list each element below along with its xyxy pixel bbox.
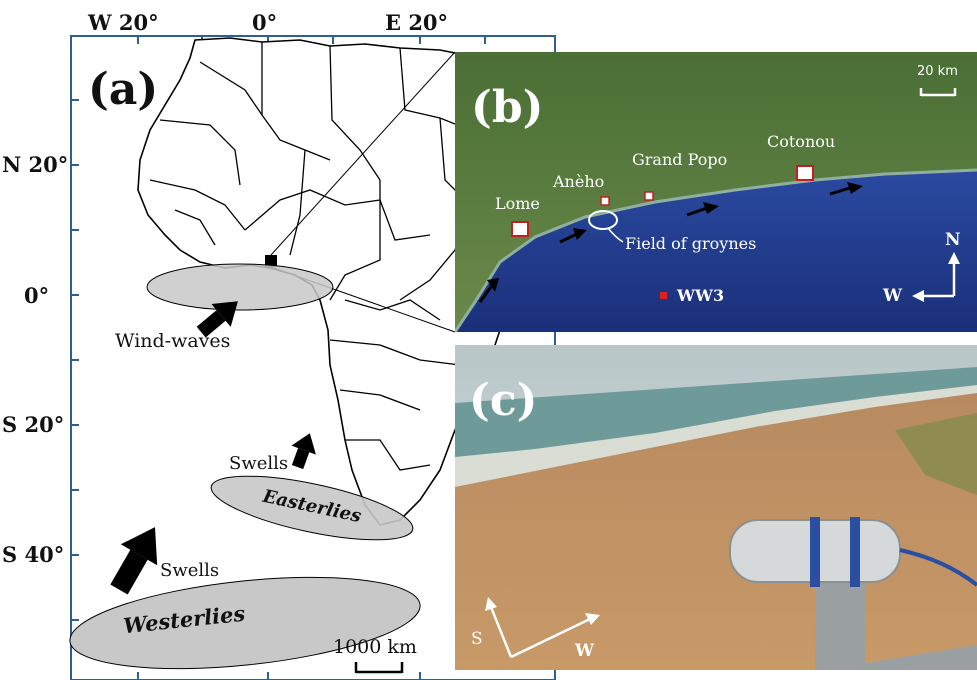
beach-photo-panel: (c) S W xyxy=(455,345,977,670)
panel-b-scale-label: 20 km xyxy=(917,64,958,79)
vegetation-strip xyxy=(895,413,977,495)
ocean-area xyxy=(455,170,977,332)
lat-label-s40: S 40° xyxy=(2,542,65,567)
swells-label-westerly: Swells xyxy=(160,560,220,581)
connector-line-top xyxy=(270,51,456,256)
lat-label-s20: S 20° xyxy=(2,412,65,437)
panel-c-compass xyxy=(485,597,600,659)
panel-b-scale-bar xyxy=(919,88,957,97)
lat-label-0: 0° xyxy=(24,283,50,308)
coast-satellite-panel: (b) 20 km Lome Anèho Grand Popo Cotonou … xyxy=(455,52,977,332)
city-aneho-label: Anèho xyxy=(553,172,605,191)
city-grand-popo-marker xyxy=(644,191,654,201)
compass-s-label: S xyxy=(471,629,483,649)
scale-bar-label: 1000 km xyxy=(333,636,417,658)
city-cotonou-label: Cotonou xyxy=(767,132,836,151)
swells-arrow-easterly xyxy=(291,433,316,470)
map-ticks xyxy=(71,36,486,680)
lon-label-w20: W 20° xyxy=(88,10,159,35)
groynes-field-ellipse xyxy=(588,210,618,230)
coast-satellite-image xyxy=(455,52,977,332)
study-site-marker xyxy=(265,255,277,267)
wind-waves-arrow xyxy=(196,301,238,338)
city-grand-popo-label: Grand Popo xyxy=(632,150,728,169)
wind-waves-region xyxy=(146,263,334,311)
city-lome-label: Lome xyxy=(495,194,540,213)
compass-w-label-c: W xyxy=(575,641,595,661)
panel-b-letter: (b) xyxy=(471,82,544,133)
city-lome-marker xyxy=(511,221,529,237)
compass-n-label: N xyxy=(945,230,961,250)
groynes-pointer xyxy=(607,227,624,243)
panel-c-letter: (c) xyxy=(469,375,538,426)
country-borders xyxy=(149,42,506,471)
scale-bar xyxy=(354,662,404,674)
panel-b-compass xyxy=(912,252,960,302)
city-cotonou-marker xyxy=(796,165,814,181)
surf-zone xyxy=(455,385,977,487)
video-camera xyxy=(729,517,977,670)
wind-waves-label: Wind-waves xyxy=(115,330,231,352)
city-aneho-marker xyxy=(600,196,610,206)
lat-label-n20: N 20° xyxy=(2,152,69,177)
panel-a-letter: (a) xyxy=(88,64,159,115)
easterlies-region xyxy=(210,475,414,541)
lon-label-e20: E 20° xyxy=(385,10,449,35)
groynes-label: Field of groynes xyxy=(625,234,757,253)
beach-photo-image xyxy=(455,345,977,670)
compass-w-label: W xyxy=(883,286,903,306)
coastline xyxy=(455,168,977,332)
swells-arrow-westerly xyxy=(110,527,158,595)
ww3-label: WW3 xyxy=(677,286,725,305)
wave-direction-arrows xyxy=(478,182,863,303)
lon-label-0: 0° xyxy=(252,10,278,35)
westerlies-region xyxy=(69,576,421,670)
ww3-point-marker xyxy=(660,292,667,299)
swells-label-easterly: Swells xyxy=(229,453,289,474)
